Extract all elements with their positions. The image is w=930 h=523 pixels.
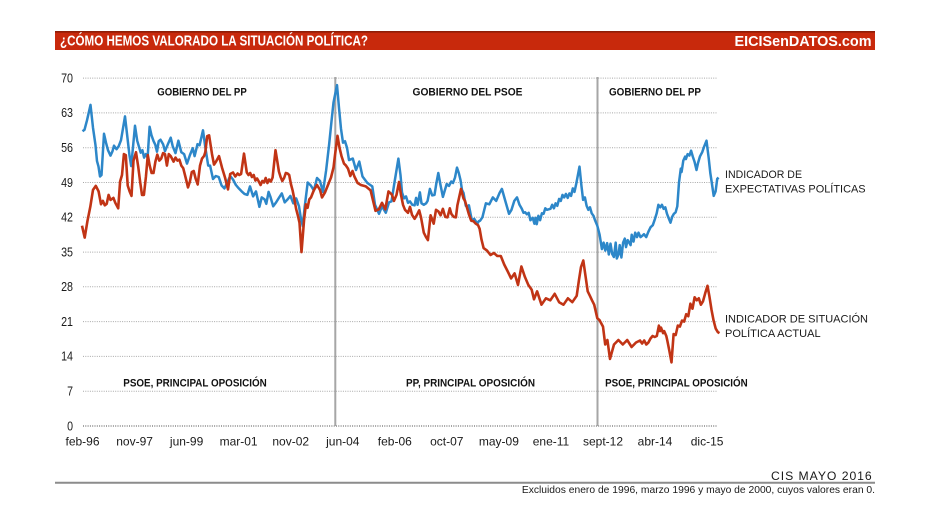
svg-text:70: 70 bbox=[61, 71, 73, 85]
svg-text:abr-14: abr-14 bbox=[638, 434, 673, 448]
svg-text:feb-96: feb-96 bbox=[65, 434, 99, 448]
svg-text:mar-01: mar-01 bbox=[220, 434, 258, 448]
svg-text:¿CÓMO HEMOS VALORADO LA SITUAC: ¿CÓMO HEMOS VALORADO LA SITUACIÓN POLÍTI… bbox=[60, 32, 368, 50]
svg-text:INDICADOR DE: INDICADOR DE bbox=[725, 169, 802, 181]
svg-text:CIS MAYO 2016: CIS MAYO 2016 bbox=[771, 469, 872, 483]
svg-text:PSOE, PRINCIPAL OPOSICIÓN: PSOE, PRINCIPAL OPOSICIÓN bbox=[605, 377, 748, 390]
svg-text:GOBIERNO DEL PP: GOBIERNO DEL PP bbox=[609, 86, 701, 98]
svg-text:INDICADOR DE SITUACIÓN: INDICADOR DE SITUACIÓN bbox=[725, 313, 868, 326]
svg-text:nov-02: nov-02 bbox=[272, 434, 309, 448]
svg-text:56: 56 bbox=[61, 141, 73, 155]
svg-text:sept-12: sept-12 bbox=[583, 434, 623, 448]
svg-text:EICISenDATOS.com: EICISenDATOS.com bbox=[735, 34, 872, 50]
svg-text:49: 49 bbox=[61, 176, 73, 190]
svg-text:oct-07: oct-07 bbox=[430, 434, 464, 448]
svg-text:ene-11: ene-11 bbox=[533, 434, 570, 448]
svg-text:63: 63 bbox=[61, 106, 73, 120]
svg-text:21: 21 bbox=[61, 315, 73, 329]
svg-text:Excluidos enero de 1996, marzo: Excluidos enero de 1996, marzo 1996 y ma… bbox=[522, 485, 875, 496]
svg-text:EXPECTATIVAS POLÍTICAS: EXPECTATIVAS POLÍTICAS bbox=[725, 182, 866, 195]
svg-text:28: 28 bbox=[61, 280, 73, 294]
svg-text:7: 7 bbox=[67, 385, 73, 399]
svg-text:feb-06: feb-06 bbox=[378, 434, 412, 448]
svg-text:PSOE, PRINCIPAL OPOSICIÓN: PSOE, PRINCIPAL OPOSICIÓN bbox=[123, 377, 267, 390]
svg-text:14: 14 bbox=[61, 350, 73, 364]
svg-text:jun-04: jun-04 bbox=[325, 434, 360, 448]
svg-text:dic-15: dic-15 bbox=[691, 434, 724, 448]
svg-text:0: 0 bbox=[67, 419, 73, 433]
svg-text:GOBIERNO DEL PSOE: GOBIERNO DEL PSOE bbox=[413, 86, 523, 98]
svg-text:POLÍTICA ACTUAL: POLÍTICA ACTUAL bbox=[725, 327, 821, 340]
svg-text:PP, PRINCIPAL OPOSICIÓN: PP, PRINCIPAL OPOSICIÓN bbox=[406, 377, 535, 390]
svg-text:may-09: may-09 bbox=[479, 434, 519, 448]
svg-text:jun-99: jun-99 bbox=[169, 434, 204, 448]
svg-text:42: 42 bbox=[61, 211, 73, 225]
svg-text:35: 35 bbox=[61, 245, 73, 259]
svg-text:GOBIERNO DEL PP: GOBIERNO DEL PP bbox=[157, 86, 247, 98]
svg-text:nov-97: nov-97 bbox=[116, 434, 153, 448]
